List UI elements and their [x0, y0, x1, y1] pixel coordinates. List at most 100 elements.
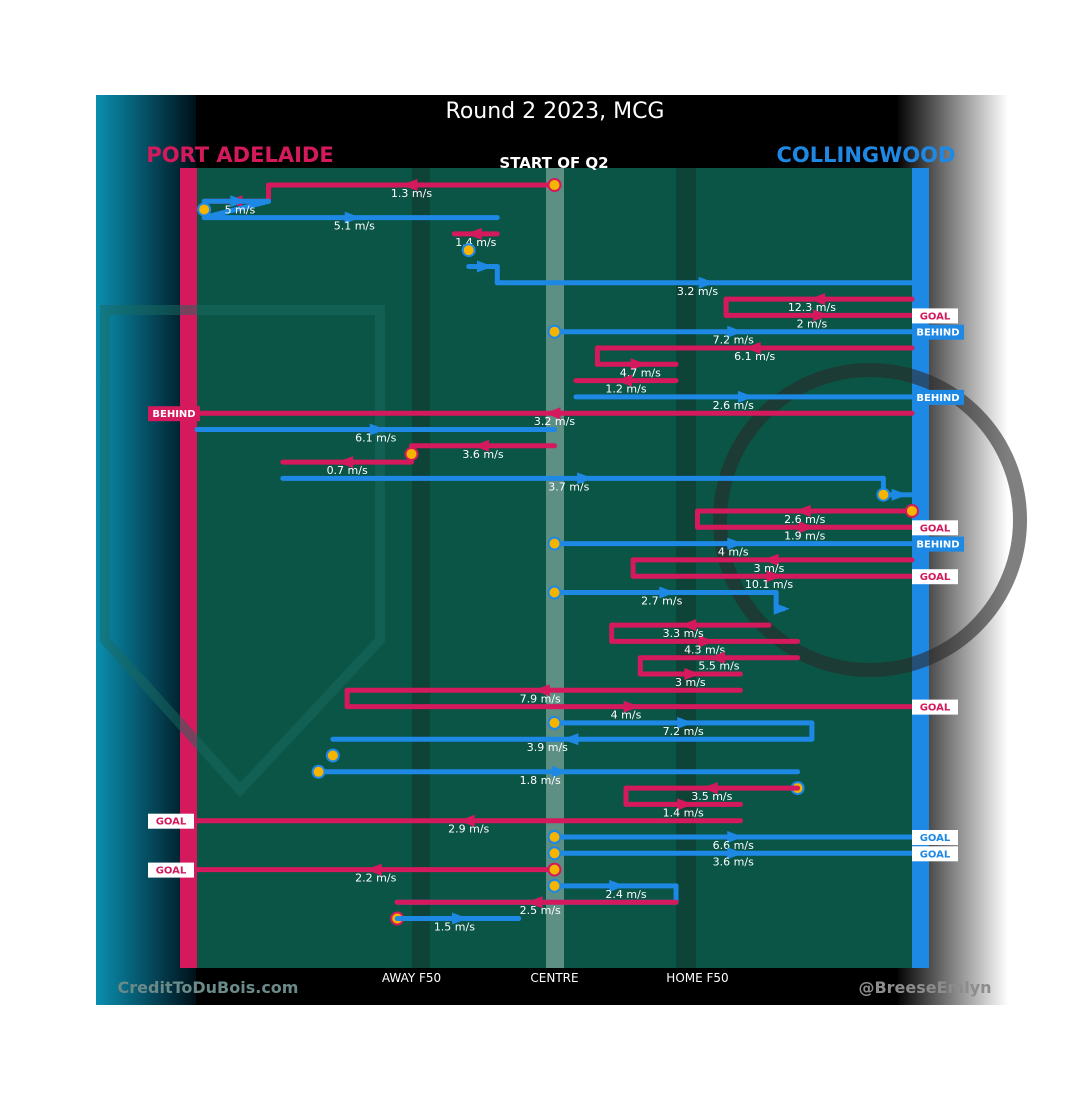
- chain-21: 7.2 m/s 3.9 m/s: [325, 715, 815, 763]
- chain-14-start-dot: [905, 504, 919, 518]
- chain-22-start-dot: [311, 764, 326, 779]
- chain-23: 3.5 m/s 1.4 m/s: [623, 782, 801, 819]
- left-gradient: [96, 95, 196, 1005]
- chain-19-arrow-0: [708, 651, 725, 664]
- port-goal-bar: [180, 168, 197, 968]
- speed-label: 6.6 m/s: [713, 839, 754, 852]
- chain-15-result-label: BEHIND: [916, 540, 959, 551]
- chain-16-arrow-0: [762, 553, 779, 566]
- chain-28-start-dot: [547, 878, 562, 893]
- speed-label: 3.7 m/s: [548, 480, 589, 493]
- chain-19: 5.5 m/s 3 m/s: [637, 651, 801, 689]
- chain-23-arrow-0: [701, 782, 718, 795]
- speed-label: 3.2 m/s: [677, 285, 718, 298]
- home-f50-line: [676, 168, 696, 968]
- chain-13: 3.7 m/s: [280, 472, 915, 502]
- speed-label: 5.5 m/s: [698, 660, 739, 673]
- chain-14-result-badge: [912, 520, 958, 536]
- chain-16-result-badge: [912, 569, 958, 585]
- chain-5-result-badge: [912, 324, 964, 340]
- chain-30-arrow-0: [451, 912, 468, 925]
- speed-label: 1.4 m/s: [455, 236, 496, 249]
- port-watermark: [100, 305, 385, 798]
- chain-25-result-badge: [912, 830, 958, 845]
- chain-15-start-dot: [547, 536, 562, 551]
- chain-24-arrow-0: [458, 814, 475, 827]
- chain-8-result-badge: [912, 389, 964, 405]
- chain-1-start-dot: [197, 202, 212, 217]
- chain-24: 2.9 m/s GOAL: [148, 813, 743, 836]
- chain-26-result-label: GOAL: [920, 849, 951, 860]
- chain-13-start-dot: [876, 487, 891, 502]
- chain-19-arrow-1: [684, 668, 701, 680]
- chain-15-result-badge: [912, 536, 964, 552]
- speed-label: 3 m/s: [675, 676, 706, 689]
- chain-8: 2.6 m/s BEHIND: [573, 389, 964, 412]
- speed-label: 7.2 m/s: [713, 334, 754, 347]
- x-tick-label-1: CENTRE: [530, 971, 578, 985]
- chain-16-arrow-1: [766, 570, 783, 583]
- chain-17-arrow-0: [659, 586, 676, 599]
- chain-14: 2.6 m/s 1.9 m/s GOAL: [695, 504, 958, 542]
- chain-20-arrow-1: [623, 700, 640, 713]
- speed-label: 6.1 m/s: [355, 432, 396, 445]
- chain-27-start-dot: [547, 862, 562, 877]
- chain-18: 3.3 m/s 4.3 m/s: [609, 619, 801, 656]
- chain-6-arrow-0: [744, 342, 761, 354]
- x-tick-label-0: AWAY F50: [382, 971, 441, 985]
- chain-20-result-label: GOAL: [920, 703, 951, 714]
- speed-label: 1.2 m/s: [605, 383, 646, 396]
- chain-7: 1.2 m/s: [573, 374, 679, 396]
- chain-20-arrow-0: [533, 684, 550, 697]
- chain-3-start-dot: [461, 243, 476, 258]
- speed-label: 3.9 m/s: [527, 741, 568, 754]
- chain-0-arrow-0: [401, 179, 418, 191]
- chain-9: 3.2 m/s BEHIND: [148, 406, 915, 428]
- chain-15-arrow-0: [727, 537, 744, 550]
- chain-29-arrow-0: [526, 896, 543, 909]
- chain-3-arrow-0: [477, 260, 493, 273]
- chain-3-arrow-1: [698, 276, 715, 289]
- chain-12: 0.7 m/s: [280, 456, 414, 477]
- speed-label: 2.4 m/s: [605, 888, 646, 901]
- chain-26-arrow-0: [727, 847, 744, 860]
- speed-label: 2.9 m/s: [448, 823, 489, 836]
- chain-5-arrow-0: [727, 325, 744, 338]
- speed-label: 2.7 m/s: [641, 595, 682, 608]
- chain-25-start-dot: [547, 830, 562, 844]
- speed-label: 5.1 m/s: [334, 220, 375, 233]
- left-credit: CreditToDuBois.com: [118, 978, 299, 997]
- chain-28-arrow-0: [609, 879, 626, 892]
- chain-4-arrow-0: [809, 293, 826, 306]
- speed-label: 3 m/s: [754, 562, 785, 575]
- chain-18-arrow-1: [698, 635, 715, 648]
- speed-label: 4 m/s: [611, 709, 642, 722]
- chain-21-end-dot: [325, 748, 340, 763]
- chain-25-result-label: GOAL: [920, 833, 951, 844]
- speed-label: 3.2 m/s: [534, 415, 575, 428]
- chain-23-arrow-1: [677, 798, 694, 811]
- speed-label: 6.1 m/s: [734, 350, 775, 363]
- chain-1-arrow-1: [344, 211, 361, 224]
- chain-25: 6.6 m/s GOAL: [547, 830, 958, 852]
- speed-label: 2.6 m/s: [713, 399, 754, 412]
- x-axis-ticks: AWAY F50 CENTRE HOME F50: [382, 971, 729, 985]
- chain-15: 4 m/s BEHIND: [547, 536, 964, 559]
- chain-1-arrow-0: [230, 195, 247, 208]
- speed-label: 4 m/s: [718, 546, 749, 559]
- chain-5: 7.2 m/s BEHIND: [547, 324, 964, 347]
- chain-1-link-1: [201, 198, 271, 221]
- chain-5-result-label: BEHIND: [916, 328, 959, 339]
- chain-11-arrow-0: [473, 439, 489, 452]
- chains: 1.3 m/s 5 m/s 5.1 m/s 1.4 m/s 3.2 m/s 12.3 m/…: [148, 178, 964, 934]
- chain-7-arrow-0: [616, 374, 632, 387]
- chain-27-result-label: GOAL: [156, 866, 187, 877]
- chain-3: 3.2 m/s: [461, 243, 915, 298]
- chain-9-result-badge: [148, 406, 200, 422]
- speed-label: 1.3 m/s: [391, 187, 432, 200]
- chain-5-start-dot: [547, 324, 562, 339]
- speed-label: 5 m/s: [225, 203, 256, 216]
- chain-24-result-label: GOAL: [156, 817, 187, 828]
- speed-label: 12.3 m/s: [788, 301, 836, 314]
- chain-27: 2.2 m/s GOAL: [148, 862, 562, 885]
